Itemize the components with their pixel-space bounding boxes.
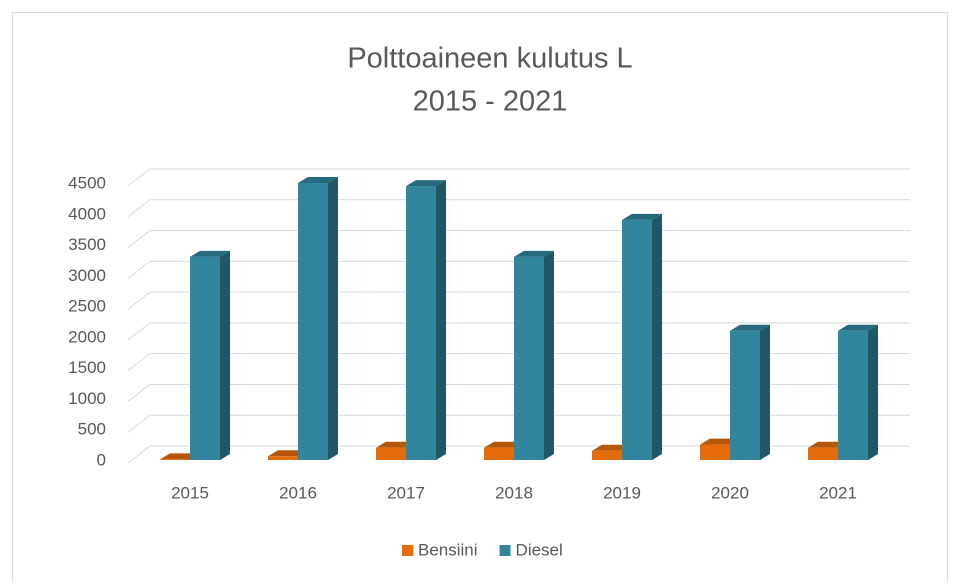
- x-tick-label: 2017: [387, 483, 425, 502]
- y-tick-label: 4000: [68, 204, 106, 223]
- bar: [730, 324, 770, 460]
- bar-front: [298, 183, 328, 460]
- bar-side: [436, 180, 446, 461]
- legend-label: Bensiini: [418, 540, 478, 559]
- chart-frame: [12, 12, 948, 586]
- bar-top: [406, 180, 446, 187]
- y-tick-label: 500: [78, 420, 106, 439]
- bar-side: [760, 324, 770, 460]
- grid-line: [127, 168, 910, 187]
- bar-side: [220, 250, 230, 460]
- x-tick-label: 2019: [603, 483, 641, 502]
- y-tick-label: 2500: [68, 297, 106, 316]
- grid-line: [127, 199, 910, 218]
- chart-title: Polttoaineen kulutus L: [347, 43, 632, 75]
- legend-label: Diesel: [516, 540, 563, 559]
- bar-front: [376, 447, 406, 460]
- bar-side: [544, 250, 554, 460]
- bar-side: [652, 213, 662, 460]
- bar: [190, 250, 230, 460]
- bar-front: [838, 330, 868, 460]
- bar: [622, 213, 662, 460]
- bar-front: [700, 444, 730, 460]
- bar: [406, 180, 446, 461]
- legend-swatch: [499, 545, 511, 556]
- bar-front: [190, 256, 220, 460]
- bar-front: [592, 450, 622, 460]
- x-tick-label: 2016: [279, 483, 317, 502]
- y-tick-label: 1500: [68, 358, 106, 377]
- bar-top: [190, 250, 230, 257]
- y-tick-label: 1000: [68, 389, 106, 408]
- legend-swatch: [402, 545, 413, 556]
- y-tick-label: 3000: [68, 266, 106, 285]
- x-tick-label: 2018: [495, 483, 533, 502]
- x-tick-label: 2021: [819, 483, 857, 502]
- bar-top: [298, 177, 338, 183]
- bar-top: [514, 250, 554, 257]
- bar-front: [406, 186, 436, 461]
- bar-top: [838, 324, 878, 331]
- bar-side: [328, 177, 338, 460]
- bar-front: [514, 256, 544, 460]
- bar-front: [808, 447, 838, 460]
- chart-subtitle: 2015 - 2021: [413, 86, 568, 118]
- bar-front: [484, 447, 514, 460]
- bar-front: [730, 330, 760, 460]
- bar-side: [868, 324, 878, 460]
- bar: [298, 177, 338, 460]
- bar-top: [622, 213, 662, 220]
- bar-top: [730, 324, 770, 331]
- y-tick-label: 4500: [68, 173, 106, 192]
- x-tick-label: 2020: [711, 483, 749, 502]
- bar-front: [268, 456, 298, 460]
- bar-front: [622, 219, 652, 460]
- bar: [838, 324, 878, 460]
- bar: [514, 250, 554, 460]
- y-tick-label: 3500: [68, 235, 106, 254]
- y-tick-label: 0: [97, 450, 106, 469]
- x-tick-label: 2015: [171, 483, 209, 502]
- bar-front: [160, 459, 190, 460]
- y-tick-label: 2000: [68, 327, 106, 346]
